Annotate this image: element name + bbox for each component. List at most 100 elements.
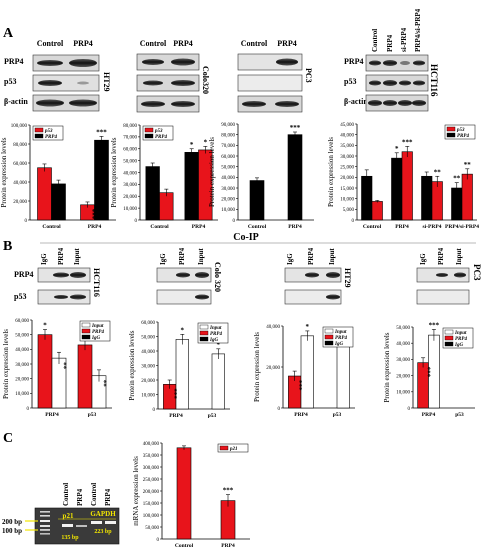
y-tick-label: 400,000 — [143, 442, 160, 447]
gel-size-label: 223 bp — [94, 529, 112, 535]
x-tick-label: PRP4 — [422, 412, 436, 418]
y-tick-label: 40,000 — [15, 348, 29, 353]
blot-group-pc3: Control PRP4 PC3 — [237, 39, 313, 113]
bar — [211, 353, 225, 410]
row-label: β-actin — [4, 97, 28, 106]
panel-label-a: A — [3, 26, 14, 41]
y-tick-label: 40,000 — [340, 133, 354, 138]
significance-mark: ** — [453, 175, 461, 183]
x-tick-label: p53 — [333, 412, 342, 418]
blot-strip — [32, 54, 100, 72]
blot-band — [142, 59, 164, 65]
cell-line-label: Colo320 — [201, 66, 210, 94]
y-tick-label: 150,000 — [143, 502, 160, 507]
y-tick-label: 60,000 — [13, 162, 27, 167]
x-tick-label: Control — [175, 543, 194, 549]
legend-label: IgG — [334, 342, 343, 347]
bar — [37, 167, 52, 221]
y-axis-label: Protein expression levels — [0, 137, 8, 207]
blot-band — [77, 81, 89, 85]
y-axis-label: Protein expression levels — [2, 329, 10, 399]
ladder-mark-label: 100 bp — [2, 527, 22, 535]
blot-band — [171, 101, 195, 107]
legend-box — [217, 443, 249, 453]
row-label: β-actin — [344, 97, 368, 106]
lane-label: PRP4 — [178, 247, 186, 265]
cell-line-label: HCT116 — [429, 64, 439, 97]
x-tick-label: PRP4 — [395, 224, 409, 230]
y-tick-label: 0 — [25, 219, 28, 224]
gel-band — [76, 525, 87, 527]
x-tick-label: p53 — [88, 412, 97, 418]
blot-band — [37, 60, 63, 66]
legend-swatch — [444, 335, 454, 341]
cell-line-label: HT29 — [102, 72, 111, 92]
y-tick-label: 40,000 — [13, 181, 27, 186]
y-tick-label: 50,000 — [396, 326, 410, 331]
blot-band — [70, 294, 86, 300]
significance-mark: *** — [170, 388, 178, 399]
chart-b2: 0 10,000 20,000 30,000 40,000 50,000 60,000 Pro… — [128, 321, 230, 419]
y-tick-label: 0 — [352, 219, 355, 224]
y-axis-label: Protein expression levels — [110, 137, 118, 207]
y-tick-label: 15,000 — [340, 187, 354, 192]
legend-swatch — [81, 322, 91, 328]
lane-label: PRP4 — [57, 247, 65, 265]
y-tick-label: 20,000 — [221, 197, 235, 202]
legend-label: PRP4 — [210, 332, 222, 337]
legend-label: PRP4 — [335, 336, 347, 341]
x-tick-label: p53 — [208, 413, 217, 419]
y-tick-label: 50,000 — [221, 165, 235, 170]
cell-line-label: HCT116 — [92, 268, 101, 297]
legend-swatch — [324, 334, 334, 340]
legend-swatch — [219, 445, 229, 451]
y-axis-label: Protein expression levels — [128, 330, 136, 400]
significance-mark: *** — [290, 124, 301, 132]
legend-label: p53 — [154, 129, 163, 134]
gel-band — [91, 521, 102, 524]
y-tick-label: 80,000 — [123, 124, 137, 129]
lane-label: si-PRP4 — [400, 27, 408, 52]
row-label: p53 — [14, 292, 26, 301]
blot-band — [369, 60, 381, 66]
blot-band — [383, 80, 397, 86]
lane-label: Input — [197, 248, 205, 265]
blot-band — [171, 80, 195, 86]
y-tick-label: 20,000 — [123, 195, 137, 200]
blot-band — [399, 80, 411, 86]
significance-mark: * — [181, 326, 185, 334]
significance-mark: ** — [100, 380, 108, 388]
y-tick-label: 0 — [233, 219, 236, 224]
blot-band — [54, 295, 68, 299]
y-tick-label: 10,000 — [340, 197, 354, 202]
x-tick-label: PRP4 — [169, 413, 183, 419]
blot-band — [276, 58, 298, 66]
gel-band-label: GAPDH — [90, 510, 116, 518]
legend-label: p53 — [456, 128, 465, 133]
blot-band — [38, 80, 62, 86]
x-tick-label: PRP4 — [288, 224, 302, 230]
y-tick-label: 10,000 — [221, 208, 235, 213]
y-tick-label: 20,000 — [340, 176, 354, 181]
bar — [287, 134, 303, 221]
blot-group-b-pc3: IgG PRP4 Input PC3 — [416, 247, 482, 305]
legend-swatch — [324, 328, 334, 334]
blot-band — [141, 101, 165, 107]
row-label: p53 — [344, 77, 356, 86]
gel-band — [105, 521, 116, 524]
y-tick-label: 0 — [27, 407, 30, 412]
panel-label-b: B — [3, 239, 12, 254]
blot-group-b-ht29: IgG PRP4 Input HT29 — [284, 247, 352, 305]
bar — [336, 340, 350, 409]
blot-strip — [32, 94, 100, 112]
y-tick-label: 50,000 — [141, 335, 155, 340]
blot-band — [413, 80, 425, 86]
x-tick-label: si-PRP4 — [423, 224, 442, 230]
bar — [37, 334, 53, 409]
bar — [77, 344, 93, 409]
legend-swatch — [199, 324, 209, 330]
y-tick-label: 0 — [157, 538, 160, 543]
lane-label: Control — [140, 39, 167, 48]
y-tick-label: 40,000 — [396, 342, 410, 347]
legend-swatch — [144, 127, 154, 133]
